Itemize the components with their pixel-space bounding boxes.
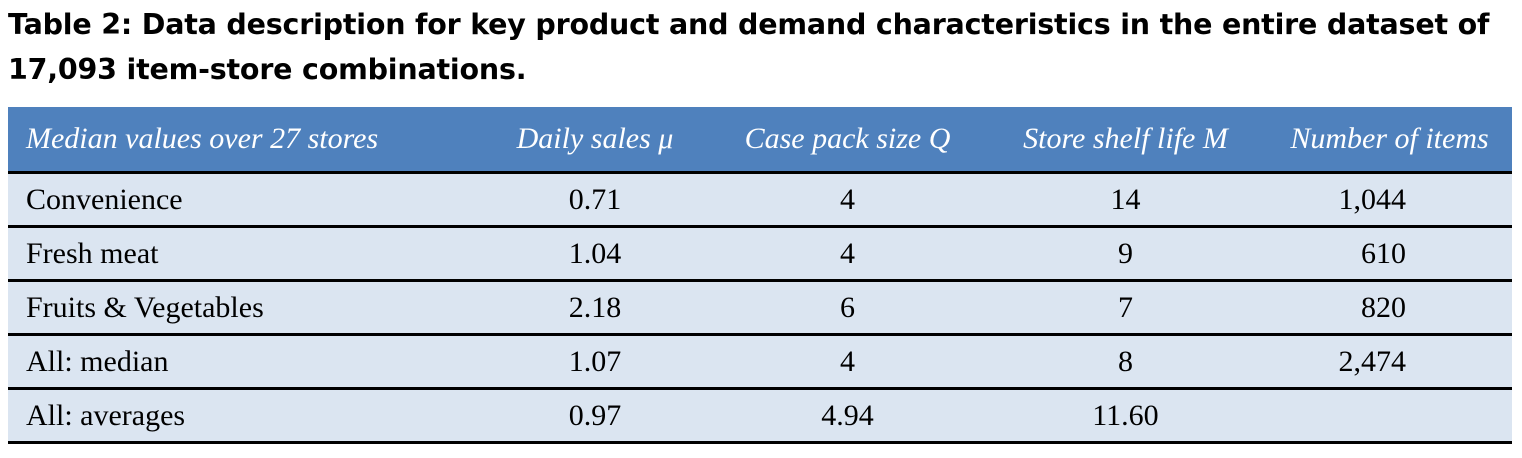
header-daily-sales: Daily sales μ xyxy=(479,107,711,174)
table-row: All: averages 0.97 4.94 11.60 xyxy=(8,388,1512,444)
header-store-shelf-life: Store shelf life M xyxy=(984,107,1267,174)
caption-line-1: Table 2: Data description for key produc… xyxy=(8,8,1490,41)
header-case-pack-size: Case pack size Q xyxy=(711,107,984,174)
table-row: Convenience 0.71 4 14 1,044 xyxy=(8,172,1512,228)
daily-sales-cell: 0.97 xyxy=(479,388,711,444)
items-count-cell: 1,044 xyxy=(1267,172,1512,228)
header-number-of-items: Number of items xyxy=(1267,107,1512,174)
row-label: Fruits & Vegetables xyxy=(8,280,479,336)
header-median-values: Median values over 27 stores xyxy=(8,107,479,174)
shelf-life-cell: 8 xyxy=(984,334,1267,390)
row-label: Convenience xyxy=(8,172,479,228)
daily-sales-cell: 1.07 xyxy=(479,334,711,390)
table-row: Fresh meat 1.04 4 9 610 xyxy=(8,226,1512,282)
caption-line-2: 17,093 item-store combinations. xyxy=(8,53,527,86)
daily-sales-cell: 0.71 xyxy=(479,172,711,228)
items-count-cell xyxy=(1267,388,1512,444)
table-row: Fruits & Vegetables 2.18 6 7 820 xyxy=(8,280,1512,336)
items-count-cell: 2,474 xyxy=(1267,334,1512,390)
shelf-life-cell: 14 xyxy=(984,172,1267,228)
case-pack-cell: 6 xyxy=(711,280,984,336)
row-label: Fresh meat xyxy=(8,226,479,282)
data-table: Median values over 27 stores Daily sales… xyxy=(8,107,1512,444)
shelf-life-cell: 9 xyxy=(984,226,1267,282)
row-label: All: median xyxy=(8,334,479,390)
case-pack-cell: 4 xyxy=(711,172,984,228)
table-caption: Table 2: Data description for key produc… xyxy=(8,2,1508,92)
table-row: All: median 1.07 4 8 2,474 xyxy=(8,334,1512,390)
case-pack-cell: 4 xyxy=(711,226,984,282)
daily-sales-cell: 2.18 xyxy=(479,280,711,336)
shelf-life-cell: 7 xyxy=(984,280,1267,336)
row-label: All: averages xyxy=(8,388,479,444)
case-pack-cell: 4.94 xyxy=(711,388,984,444)
table-header-row: Median values over 27 stores Daily sales… xyxy=(8,107,1512,174)
daily-sales-cell: 1.04 xyxy=(479,226,711,282)
shelf-life-cell: 11.60 xyxy=(984,388,1267,444)
items-count-cell: 820 xyxy=(1267,280,1512,336)
items-count-cell: 610 xyxy=(1267,226,1512,282)
case-pack-cell: 4 xyxy=(711,334,984,390)
